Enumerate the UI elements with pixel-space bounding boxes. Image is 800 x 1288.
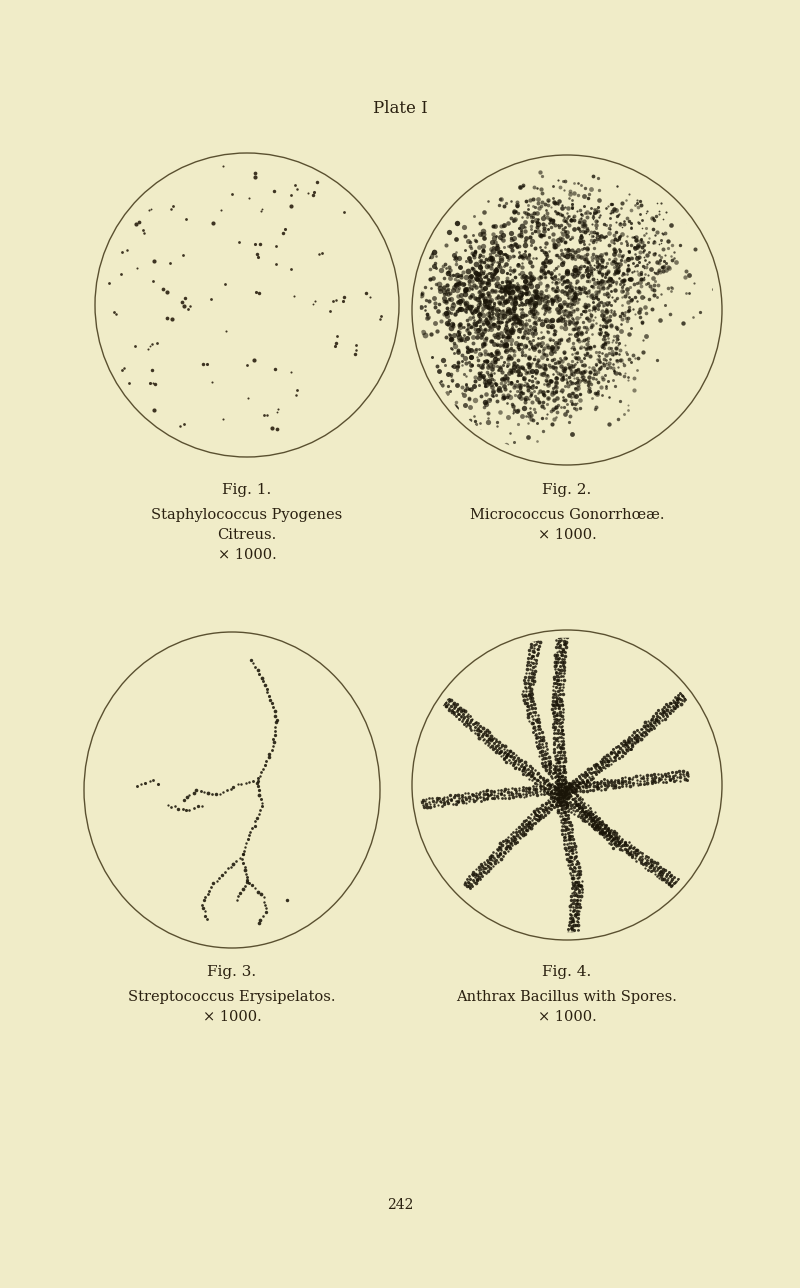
Text: Streptococcus Erysipelatos.: Streptococcus Erysipelatos.	[128, 990, 336, 1005]
Text: Fig. 4.: Fig. 4.	[542, 965, 592, 979]
Text: Anthrax Bacillus with Spores.: Anthrax Bacillus with Spores.	[457, 990, 678, 1005]
Text: Fig. 2.: Fig. 2.	[542, 483, 592, 497]
Text: × 1000.: × 1000.	[538, 1010, 596, 1024]
Text: × 1000.: × 1000.	[218, 547, 276, 562]
Text: 242: 242	[387, 1198, 413, 1212]
Text: Fig. 3.: Fig. 3.	[207, 965, 257, 979]
Text: Citreus.: Citreus.	[218, 528, 277, 542]
Text: Plate I: Plate I	[373, 99, 427, 116]
Text: Micrococcus Gonorrhœæ.: Micrococcus Gonorrhœæ.	[470, 507, 664, 522]
Text: Fig. 1.: Fig. 1.	[222, 483, 272, 497]
Text: × 1000.: × 1000.	[202, 1010, 262, 1024]
Text: × 1000.: × 1000.	[538, 528, 596, 542]
Text: Staphylococcus Pyogenes: Staphylococcus Pyogenes	[151, 507, 342, 522]
